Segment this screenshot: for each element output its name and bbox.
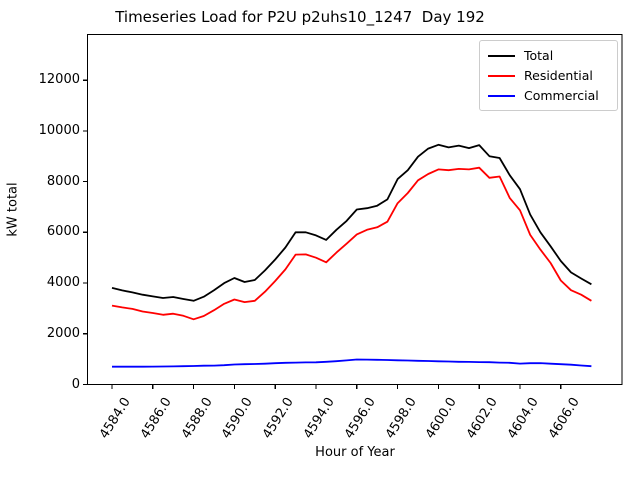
legend-item-residential: Residential [488,66,617,86]
y-tick-label: 10000 [38,122,80,138]
y-tick-label: 6000 [46,224,80,240]
legend-line-commercial-icon [488,95,515,97]
y-tick-label: 0 [71,376,80,392]
series-line-residential [111,166,592,321]
legend-label-total: Total [524,48,554,63]
series-line-total [111,143,592,302]
legend-label-residential: Residential [524,68,593,83]
legend-line-residential-icon [488,75,515,77]
y-tick-label: 4000 [46,275,80,291]
legend-label-commercial: Commercial [524,88,599,103]
legend-line-total-icon [488,55,515,57]
x-axis-label: Hour of Year [315,445,395,460]
legend: Total Residential Commercial [479,40,618,111]
axes-spines [86,33,623,386]
legend-item-commercial: Commercial [488,86,617,106]
chart-title: Timeseries Load for P2U p2uhs10_1247 Day… [115,8,485,26]
y-tick-label: 12000 [38,72,80,88]
y-tick-label: 8000 [46,173,80,189]
y-axis-label: kW total [5,182,21,237]
series-line-commercial [112,358,592,368]
legend-item-total: Total [488,46,617,66]
y-tick-label: 2000 [46,325,80,341]
